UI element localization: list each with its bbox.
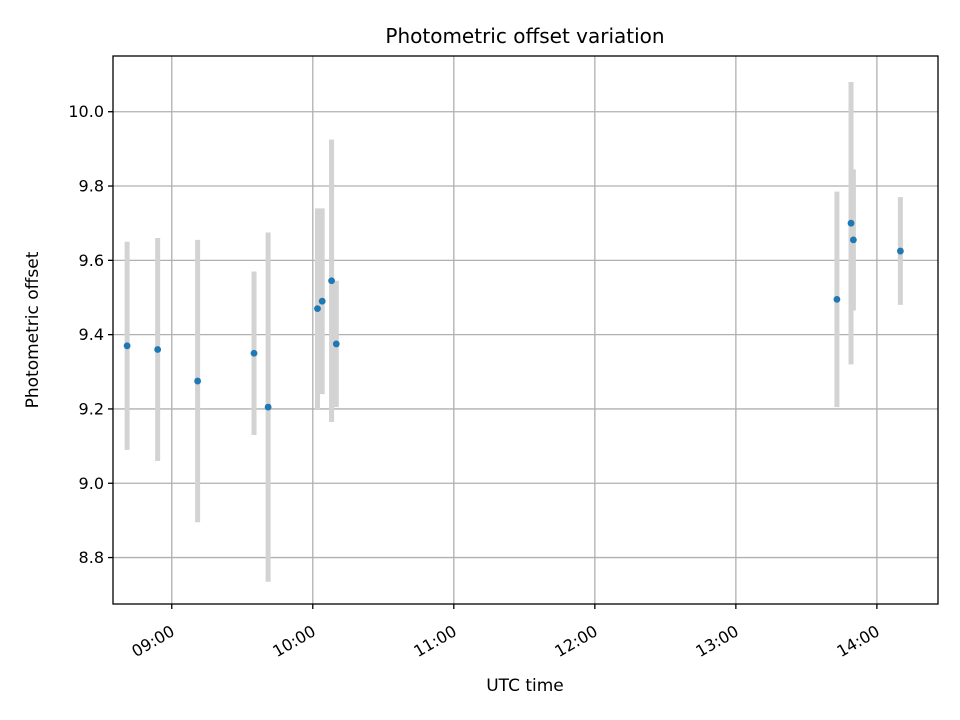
x-tick-label: 09:00 [128, 621, 177, 661]
data-point [194, 377, 202, 385]
y-tick-label: 9.8 [79, 177, 104, 196]
y-tick-label: 8.8 [79, 548, 104, 567]
x-tick-label: 12:00 [551, 621, 600, 661]
data-point [896, 247, 904, 255]
y-tick-label: 9.2 [79, 399, 104, 418]
data-point [250, 349, 258, 357]
x-tick-label: 11:00 [410, 621, 459, 661]
y-axis-title: Photometric offset [23, 251, 43, 408]
data-point [154, 346, 162, 353]
x-tick-label: 14:00 [833, 621, 882, 661]
y-tick-label: 9.4 [79, 325, 104, 344]
data-point [264, 403, 272, 411]
data-points [123, 219, 904, 411]
data-point [314, 305, 321, 313]
x-axis-title: UTC time [486, 676, 564, 696]
data-point [328, 277, 335, 285]
y-tick-label: 9.6 [79, 251, 104, 270]
grid-lines [113, 56, 938, 604]
plot-frame [112, 55, 939, 605]
x-tick-label: 10:00 [269, 621, 318, 661]
data-point [849, 236, 857, 244]
x-tick-label: 13:00 [692, 621, 741, 661]
data-point [847, 219, 855, 227]
data-point [332, 340, 340, 348]
data-point [123, 342, 131, 350]
y-tick-label: 10.0 [68, 102, 104, 121]
errorbars [124, 82, 903, 582]
data-point [318, 297, 326, 305]
y-tick-label: 9.0 [79, 474, 104, 493]
chart-title: Photometric offset variation [385, 24, 664, 48]
data-point [833, 295, 841, 303]
